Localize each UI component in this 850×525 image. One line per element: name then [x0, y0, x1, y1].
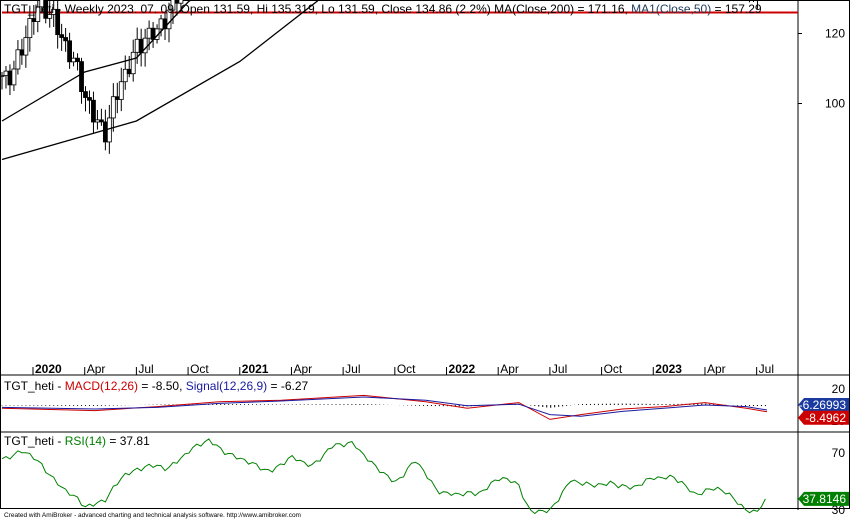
rsi-line	[1, 438, 766, 515]
price-header: TGT_heti - Weekly 2023. 07. 09. Open 131…	[4, 2, 762, 16]
candle-body	[55, 8, 61, 36]
footer-credit: Created with AmiBroker - advanced charti…	[4, 512, 301, 519]
ma50-legend-value: = 157.29	[711, 2, 762, 16]
macd-value-badge-shape	[798, 410, 849, 425]
candle-body	[106, 117, 112, 143]
rsi-legend-label: RSI(14)	[65, 434, 106, 448]
macd-header-sep: -	[54, 379, 65, 393]
candle-body	[19, 49, 25, 56]
signal-line	[1, 396, 768, 417]
ma50-legend-label: MA1(Close,50)	[631, 2, 711, 16]
candle-body	[27, 18, 33, 39]
candle-body	[102, 121, 108, 143]
x-tick-label: Jul	[552, 362, 567, 376]
candle-body	[47, 14, 53, 19]
macd-header: TGT_heti - MACD(12,26) = -8.50, Signal(1…	[4, 379, 308, 393]
ma200-legend-value: = 171.16,	[574, 2, 631, 16]
x-tick-label: 2020	[35, 362, 62, 376]
candle-body	[158, 18, 164, 30]
rsi-header-ticker: TGT_heti	[4, 434, 54, 448]
signal-value-badge-text: -6.26993	[799, 398, 847, 412]
x-tick-label: Jul	[759, 362, 774, 376]
candle-body	[75, 57, 80, 63]
candle-body	[178, 0, 184, 4]
macd-value-badge: -8.4962	[798, 410, 849, 425]
signal-value-badge-shape	[798, 398, 849, 413]
macd-header-ticker: TGT_heti	[4, 379, 54, 393]
ma50-line	[1, 0, 192, 122]
x-tick-label: Apr	[707, 362, 726, 376]
candle-body	[118, 81, 124, 100]
candle-body	[3, 70, 9, 76]
rsi-value-badge: 37.8146	[798, 491, 849, 506]
macd-value-badge-text: -8.4962	[805, 411, 846, 425]
candle-body	[31, 18, 37, 22]
rsi-legend-value: = 37.81	[106, 434, 150, 448]
candle-body	[174, 0, 180, 4]
candle-body	[130, 51, 136, 75]
x-tick-label: Jul	[345, 362, 360, 376]
x-tick-label: Apr	[500, 362, 519, 376]
price-panel[interactable]	[0, 0, 798, 161]
candle-body	[114, 96, 120, 100]
candle-body	[23, 37, 29, 56]
macd-panel[interactable]	[1, 394, 768, 420]
candle-body	[79, 61, 84, 93]
price-header-ticker: TGT_heti	[4, 2, 54, 16]
rsi-panel[interactable]	[1, 438, 766, 515]
x-tick-label: Jul	[138, 362, 153, 376]
candle-body	[91, 99, 96, 123]
candle-body	[43, 0, 49, 19]
candle-body	[71, 57, 76, 63]
rsi-y-tick-label: 70	[832, 446, 846, 460]
x-tick-label: Oct	[190, 362, 209, 376]
ma200-line	[1, 0, 320, 161]
candle-body	[146, 27, 152, 39]
macd-legend-value: = -8.50,	[138, 379, 186, 393]
candle-body	[15, 49, 21, 70]
macd-legend-label: MACD(12,26)	[65, 379, 138, 393]
x-tick-label: 2023	[655, 362, 682, 376]
candle-body	[67, 40, 72, 63]
rsi-value-badge-shape	[798, 491, 849, 506]
x-tick-label: 2021	[242, 362, 269, 376]
candle-body	[35, 6, 41, 22]
x-tick-label: Apr	[87, 362, 106, 376]
price-header-info: - Weekly 2023. 07. 09. Open 131.59, Hi 1…	[54, 2, 494, 16]
x-tick-label: Apr	[293, 362, 312, 376]
macd-line	[1, 394, 768, 420]
signal-legend-value: = -6.27	[267, 379, 308, 393]
candle-body	[110, 96, 116, 119]
candle-body	[59, 34, 65, 38]
rsi-header-sep: -	[54, 434, 65, 448]
macd-y-tick-label: 20	[832, 382, 846, 396]
signal-legend-label: Signal(12,26,9)	[186, 379, 267, 393]
candle-body	[7, 70, 13, 86]
price-y-tick-label: 120	[825, 27, 845, 41]
candle-body	[11, 68, 17, 86]
ma200-legend-label: MA(Close,200)	[494, 2, 574, 16]
x-tick-label: 2022	[449, 362, 476, 376]
candle-body	[166, 9, 172, 30]
candle-body	[134, 38, 140, 53]
signal-value-badge: -6.26993	[798, 398, 849, 413]
rsi-header: TGT_heti - RSI(14) = 37.81	[4, 434, 150, 448]
rsi-value-badge-text: 37.8146	[803, 492, 847, 506]
candle-body	[63, 37, 69, 42]
rsi-y-tick-label: 30	[832, 503, 846, 517]
candle-body	[0, 75, 5, 77]
candle-body	[126, 68, 132, 75]
candle-body	[122, 68, 128, 83]
x-tick-label: Oct	[604, 362, 623, 376]
price-y-tick-label: 100	[825, 97, 845, 111]
candle-body	[87, 97, 92, 101]
candle-body	[95, 119, 100, 123]
candle-body	[99, 119, 104, 123]
candle-body	[83, 91, 88, 98]
axes: 10012014016018020022024026028020-2070302…	[32, 27, 849, 517]
x-tick-label: Oct	[397, 362, 416, 376]
